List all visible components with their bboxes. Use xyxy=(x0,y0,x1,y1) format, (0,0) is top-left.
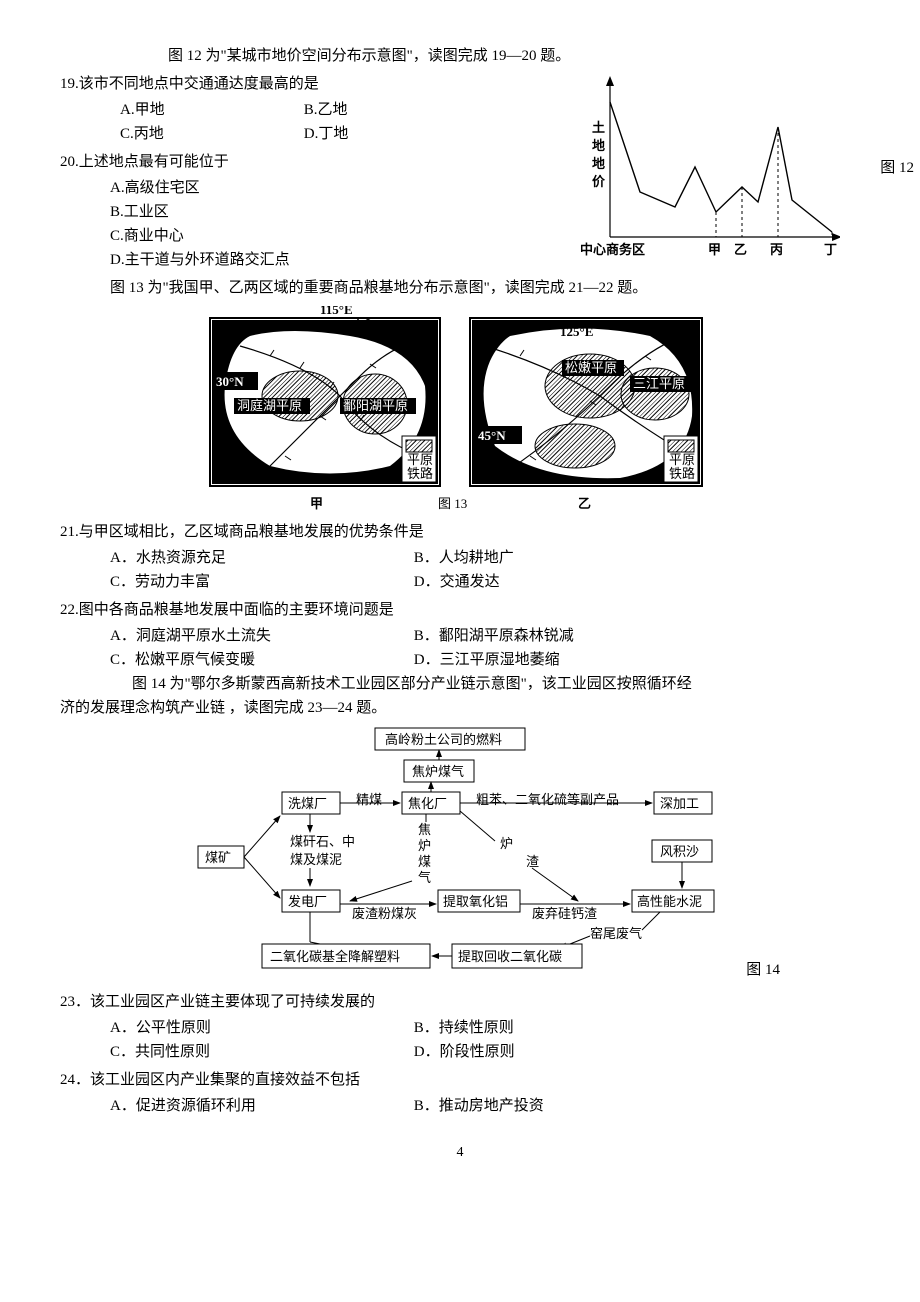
q22-stem: 22.图中各商品粮基地发展中面临的主要环境问题是 xyxy=(60,598,860,622)
svg-text:粗苯、二氧化硫等副产品: 粗苯、二氧化硫等副产品 xyxy=(476,792,619,807)
svg-text:115°E: 115°E xyxy=(320,306,353,317)
q21-opt-d: D．交通发达 xyxy=(414,570,714,594)
svg-text:炉: 炉 xyxy=(418,838,431,853)
svg-text:洗煤厂: 洗煤厂 xyxy=(288,796,327,811)
fig12-intro: 图 12 为"某城市地价空间分布示意图"，读图完成 19—20 题。 xyxy=(168,44,860,68)
svg-text:煤矸石、中: 煤矸石、中 xyxy=(290,834,355,849)
svg-text:鄱阳湖平原: 鄱阳湖平原 xyxy=(343,398,408,413)
svg-text:甲: 甲 xyxy=(708,242,721,257)
svg-text:乙: 乙 xyxy=(578,496,591,511)
q22-opt-c: C．松嫩平原气候变暖 xyxy=(110,648,410,672)
svg-text:提取氧化铝: 提取氧化铝 xyxy=(443,894,508,909)
q23-opt-a: A．公平性原则 xyxy=(110,1016,410,1040)
svg-text:焦化厂: 焦化厂 xyxy=(408,796,447,811)
q21-opt-a: A．水热资源充足 xyxy=(110,546,410,570)
fig12: 土 地 地 价 中心商务区 甲 乙 丙 丁 图 12 xyxy=(580,72,860,262)
svg-text:平原: 平原 xyxy=(669,452,695,467)
svg-text:深加工: 深加工 xyxy=(660,796,699,811)
svg-text:丁: 丁 xyxy=(824,242,837,257)
fig14-intro-b: 济的发展理念构筑产业链 ，读图完成 23—24 题。 xyxy=(60,696,860,720)
fig12-label: 图 12 xyxy=(880,156,914,180)
q24-opt-a: A．促进资源循环利用 xyxy=(110,1094,410,1118)
q19-opt-d: D.丁地 xyxy=(304,122,484,146)
q19-opt-a: A.甲地 xyxy=(120,98,300,122)
q23-opt-d: D．阶段性原则 xyxy=(414,1040,714,1064)
fig13: 115°E 30°N 洞庭湖平原 鄱阳湖平原 平原 铁路 甲 xyxy=(190,306,730,516)
svg-text:丙: 丙 xyxy=(770,242,783,257)
q19-opt-c: C.丙地 xyxy=(120,122,300,146)
svg-text:煤矿: 煤矿 xyxy=(205,850,231,865)
q22-opt-a: A．洞庭湖平原水土流失 xyxy=(110,624,410,648)
svg-text:甲: 甲 xyxy=(310,496,323,511)
page-number: 4 xyxy=(60,1142,860,1164)
b1: 高岭粉土公司的燃料 xyxy=(385,732,502,747)
fig14-label: 图 14 xyxy=(746,958,780,982)
svg-text:发电厂: 发电厂 xyxy=(288,894,327,909)
svg-text:废弃硅钙渣: 废弃硅钙渣 xyxy=(532,906,597,921)
q23-opt-c: C．共同性原则 xyxy=(110,1040,410,1064)
svg-text:焦炉煤气: 焦炉煤气 xyxy=(412,764,464,779)
q23-stem: 23．该工业园区产业链主要体现了可持续发展的 xyxy=(60,990,860,1014)
q24-opt-b: B．推动房地产投资 xyxy=(414,1094,714,1118)
svg-text:高性能水泥: 高性能水泥 xyxy=(637,894,702,909)
svg-text:渣: 渣 xyxy=(526,854,539,869)
svg-text:45°N: 45°N xyxy=(478,428,506,443)
svg-text:地: 地 xyxy=(592,138,605,153)
svg-text:煤: 煤 xyxy=(418,854,431,869)
svg-text:炉: 炉 xyxy=(500,836,513,851)
svg-text:焦: 焦 xyxy=(418,822,431,837)
svg-text:铁路: 铁路 xyxy=(669,466,695,481)
svg-text:铁路: 铁路 xyxy=(407,466,433,481)
q23-opt-b: B．持续性原则 xyxy=(414,1016,714,1040)
svg-text:提取回收二氧化碳: 提取回收二氧化碳 xyxy=(458,949,562,964)
x-cbd: 中心商务区 xyxy=(580,242,645,257)
svg-text:图 13: 图 13 xyxy=(438,496,467,511)
fig14: 高岭粉土公司的燃料 焦炉煤气 洗煤厂 精煤 焦化厂 粗苯、二氧化硫等副产品 深加… xyxy=(180,726,740,986)
svg-text:平原: 平原 xyxy=(407,452,433,467)
svg-text:废渣粉煤灰: 废渣粉煤灰 xyxy=(352,906,417,921)
svg-text:风积沙: 风积沙 xyxy=(660,844,699,859)
svg-text:窑尾废气: 窑尾废气 xyxy=(590,926,642,941)
svg-text:30°N: 30°N xyxy=(216,374,244,389)
svg-text:二氧化碳基全降解塑料: 二氧化碳基全降解塑料 xyxy=(270,949,400,964)
fig14-intro-a: 图 14 为"鄂尔多斯蒙西高新技术工业园区部分产业链示意图"，该工业园区按照循环… xyxy=(132,672,860,696)
svg-text:地: 地 xyxy=(592,156,605,171)
svg-text:气: 气 xyxy=(418,870,431,885)
svg-text:125°E: 125°E xyxy=(560,324,593,339)
q21-stem: 21.与甲区域相比，乙区域商品粮基地发展的优势条件是 xyxy=(60,520,860,544)
svg-text:三江平原: 三江平原 xyxy=(633,376,685,391)
svg-text:乙: 乙 xyxy=(734,242,747,257)
q21-opt-c: C．劳动力丰富 xyxy=(110,570,410,594)
q22-opt-b: B．鄱阳湖平原森林锐减 xyxy=(414,624,714,648)
q19-opt-b: B.乙地 xyxy=(304,98,484,122)
svg-text:精煤: 精煤 xyxy=(356,792,382,807)
svg-text:洞庭湖平原: 洞庭湖平原 xyxy=(237,398,302,413)
svg-text:价: 价 xyxy=(592,174,606,189)
fig13-intro: 图 13 为"我国甲、乙两区域的重要商品粮基地分布示意图"，读图完成 21—22… xyxy=(110,276,860,300)
q21-opt-b: B．人均耕地广 xyxy=(414,546,714,570)
q22-opt-d: D．三江平原湿地萎缩 xyxy=(414,648,714,672)
q24-stem: 24．该工业园区内产业集聚的直接效益不包括 xyxy=(60,1068,860,1092)
svg-text:松嫩平原: 松嫩平原 xyxy=(565,360,617,375)
svg-text:煤及煤泥: 煤及煤泥 xyxy=(290,852,342,867)
svg-text:土: 土 xyxy=(592,120,605,135)
